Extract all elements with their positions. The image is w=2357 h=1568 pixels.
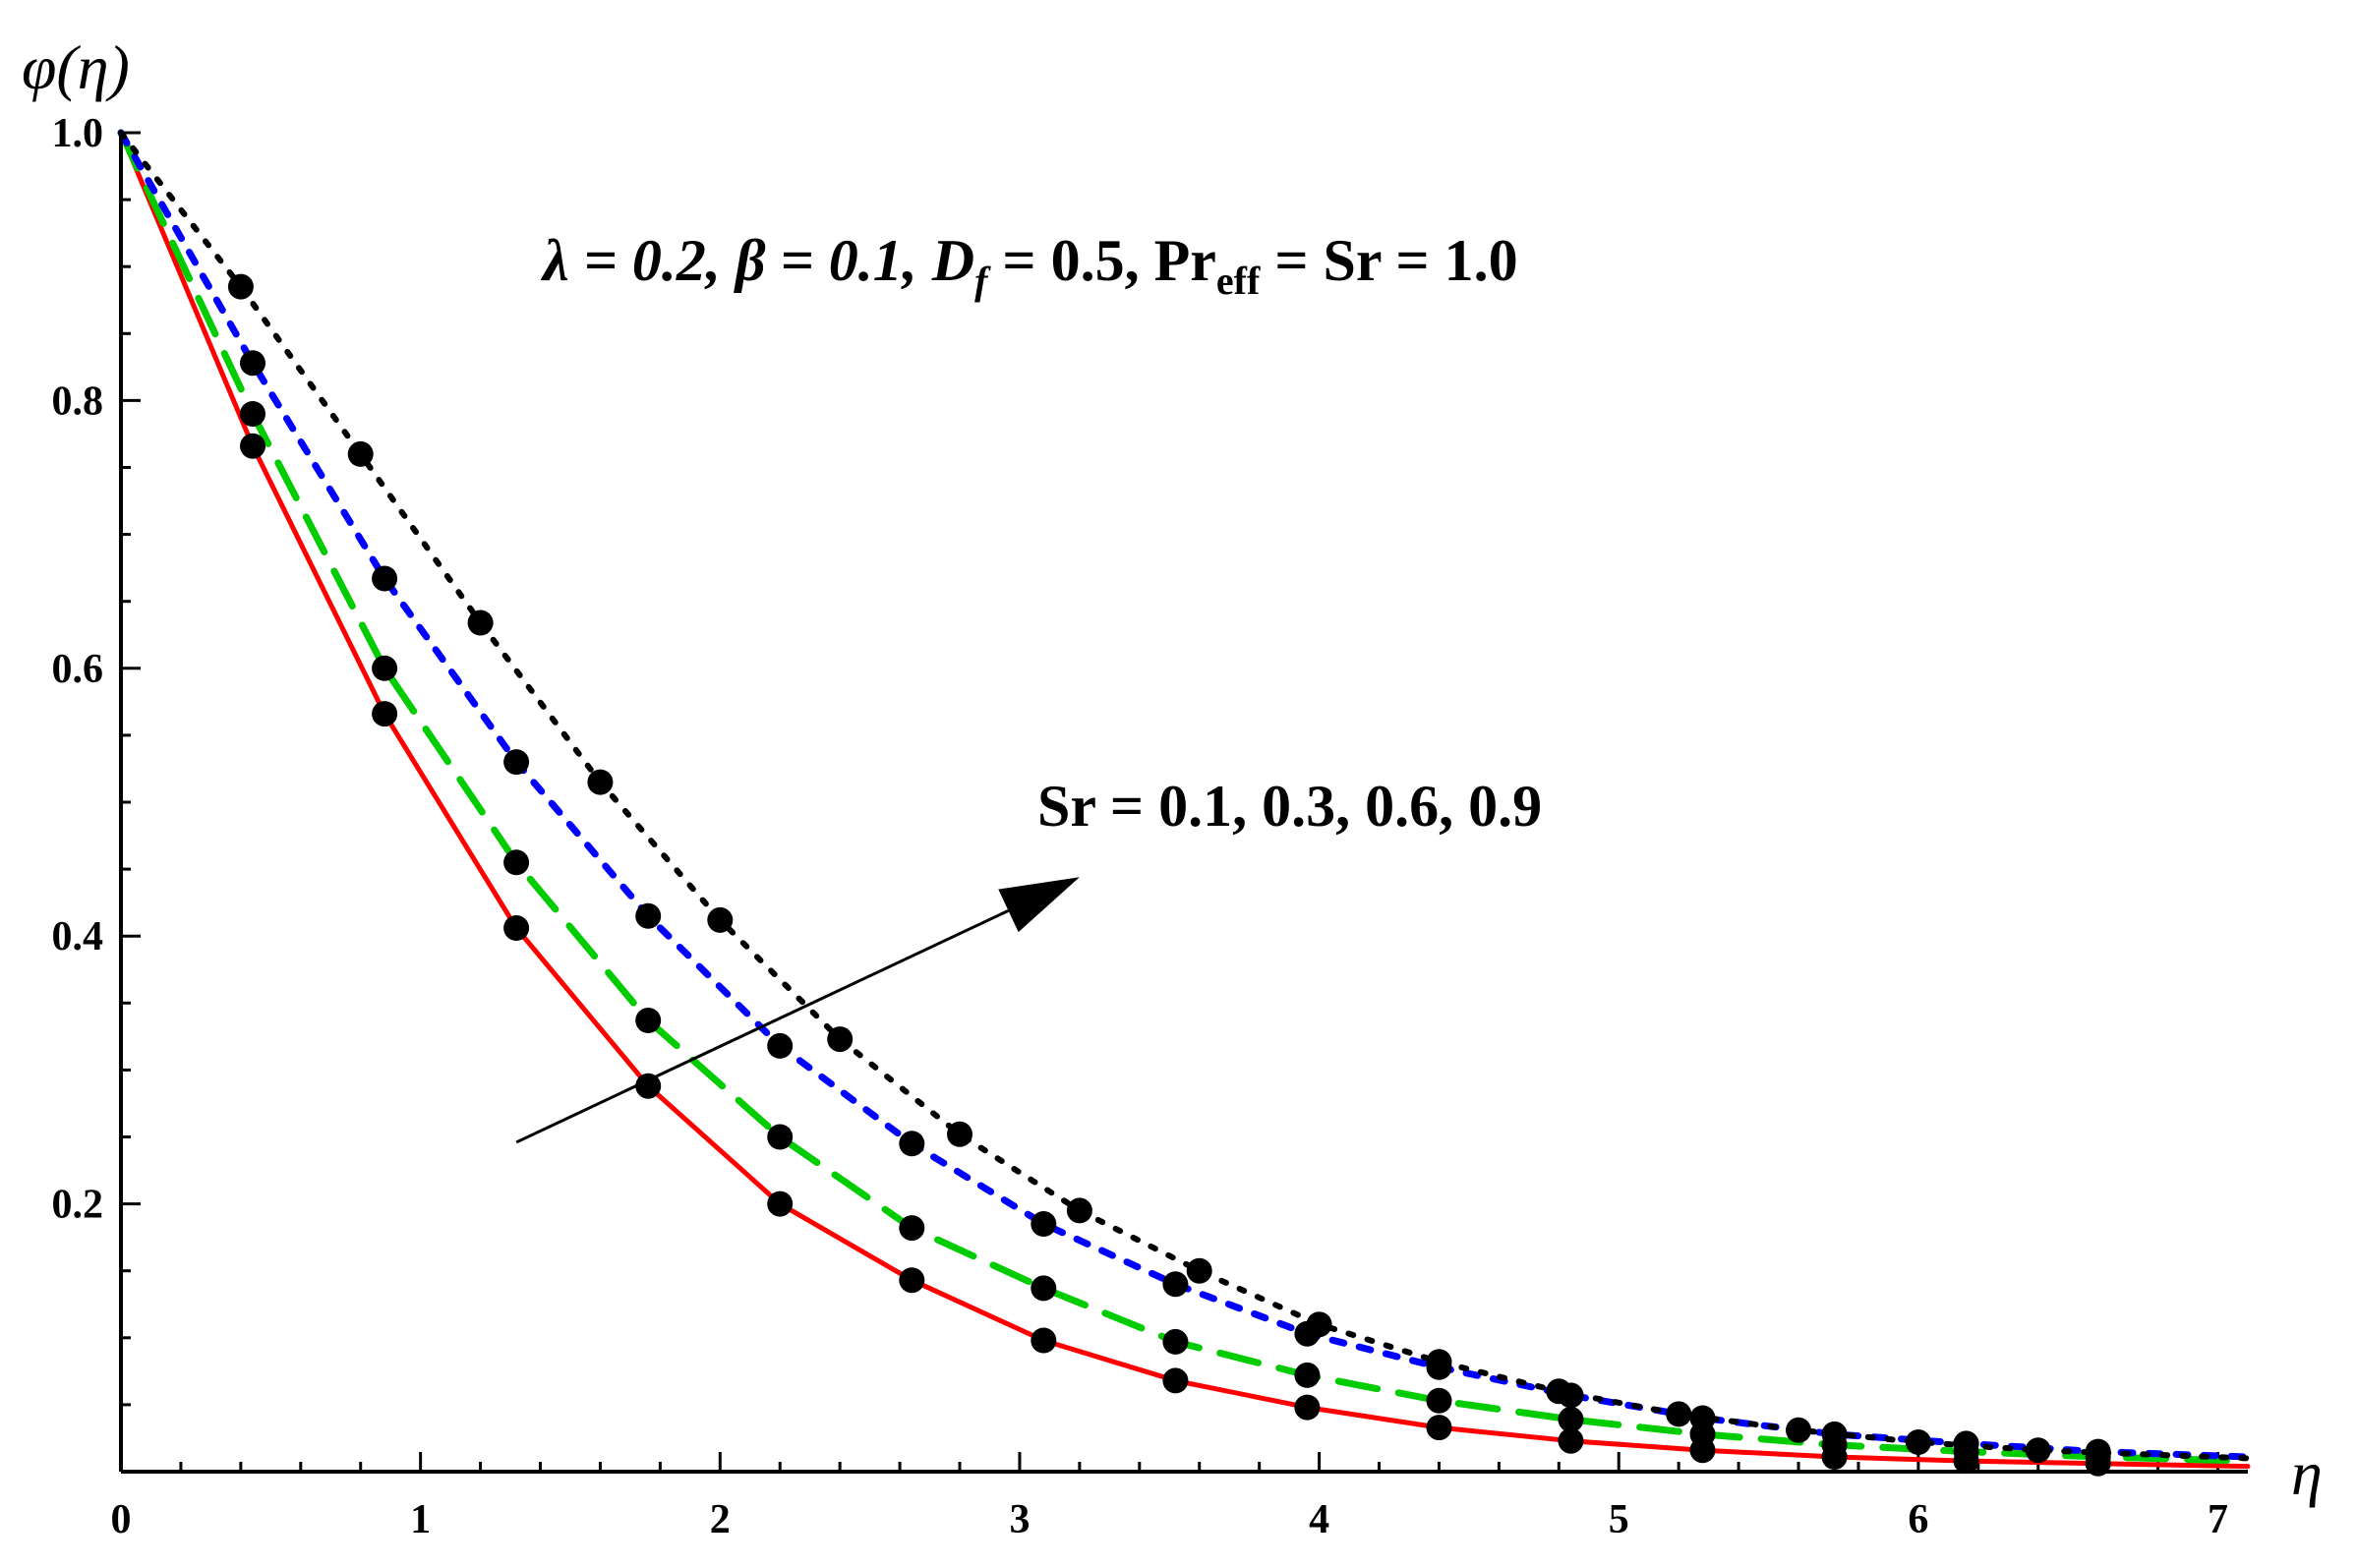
param-df-symbol: D	[931, 228, 974, 293]
arrow-head	[998, 877, 1080, 933]
data-point-s1	[899, 1267, 925, 1294]
data-point-s4	[2025, 1437, 2051, 1464]
arrow-shaft	[515, 908, 1010, 1144]
data-point-s1	[1031, 1327, 1057, 1354]
x-tick-label: 0	[111, 1497, 132, 1542]
parameters-annotation: λ = 0.2, β = 0.1, Df = 0.5, Preff = Sr =…	[540, 228, 1518, 303]
axes	[119, 133, 2248, 1474]
data-point-s2	[503, 849, 530, 876]
data-point-s4	[1786, 1417, 1811, 1443]
data-point-s4	[1066, 1197, 1092, 1224]
y-axis-title: φ(η)	[22, 32, 130, 102]
data-point-s3	[1689, 1405, 1716, 1431]
data-point-s3	[635, 902, 662, 929]
data-point-s3	[899, 1131, 925, 1157]
arrow-annotation: Sr = 0.1, 0.3, 0.6, 0.9	[1037, 774, 1542, 839]
data-point-s2	[240, 401, 265, 427]
data-point-s1	[767, 1191, 794, 1217]
data-point-s4	[1306, 1311, 1332, 1338]
data-point-s2	[1162, 1328, 1189, 1355]
x-tick-label: 7	[2208, 1497, 2228, 1542]
param-lambda: λ = 0.2,	[540, 228, 736, 293]
data-point-s3	[767, 1032, 794, 1059]
data-point-s4	[827, 1026, 854, 1053]
x-tick-label: 4	[1309, 1497, 1329, 1542]
data-point-s4	[947, 1121, 972, 1147]
series-line-4	[118, 130, 2251, 1462]
data-point-s1	[1294, 1394, 1321, 1421]
param-pr-sub: eff	[1216, 259, 1261, 303]
marker-group	[227, 273, 2111, 1477]
data-point-s4	[347, 440, 374, 467]
data-point-s2	[1558, 1406, 1584, 1432]
data-point-s2	[767, 1124, 794, 1150]
tick-labels: 0 1 2 3 4 5 6 7 0.2 0.4 0.6 0.8 1.0	[52, 111, 2229, 1542]
y-tick-label: 0.6	[52, 647, 104, 692]
x-tick-label: 1	[410, 1497, 431, 1542]
y-tick-label: 0.2	[52, 1183, 104, 1228]
data-point-s4	[227, 273, 254, 300]
data-point-s1	[240, 433, 265, 459]
param-beta: β = 0.1,	[734, 228, 932, 293]
data-point-s4	[1426, 1349, 1452, 1375]
param-df-sub: f	[974, 259, 991, 303]
data-point-s2	[1426, 1387, 1452, 1414]
x-tick-label: 2	[710, 1497, 731, 1542]
data-point-s4	[707, 906, 734, 933]
data-point-s4	[587, 769, 614, 795]
data-point-s2	[899, 1215, 925, 1242]
y-tick-label: 0.4	[52, 914, 104, 959]
data-point-s3	[1162, 1271, 1189, 1298]
x-tick-label: 6	[1908, 1497, 1928, 1542]
data-point-s3	[1031, 1211, 1057, 1237]
x-tick-label: 5	[1609, 1497, 1629, 1542]
data-point-s3	[240, 350, 265, 377]
data-point-s3	[1953, 1430, 1979, 1457]
param-rest: = Sr = 1.0	[1260, 228, 1517, 293]
data-point-s1	[503, 915, 530, 941]
param-pr-symbol: Pr	[1154, 228, 1216, 293]
data-point-s3	[2085, 1438, 2111, 1465]
data-point-s2	[372, 655, 398, 681]
data-point-s3	[372, 565, 398, 592]
x-axis-title: η	[2291, 1438, 2323, 1508]
data-point-s2	[1031, 1275, 1057, 1302]
data-point-s3	[503, 749, 530, 776]
data-point-s4	[1905, 1429, 1931, 1455]
data-point-s1	[1558, 1427, 1584, 1454]
x-tick-label: 3	[1009, 1497, 1030, 1542]
data-point-s4	[1666, 1401, 1692, 1427]
trend-arrow	[515, 877, 1080, 1144]
y-tick-label: 0.8	[52, 378, 104, 424]
data-point-s3	[1821, 1421, 1848, 1447]
data-point-s4	[467, 610, 494, 636]
data-point-s2	[1294, 1362, 1321, 1388]
data-point-s4	[1546, 1378, 1572, 1405]
data-point-s1	[372, 701, 398, 727]
data-point-s1	[1426, 1415, 1452, 1441]
data-point-s2	[635, 1008, 662, 1033]
data-point-s1	[635, 1073, 662, 1099]
y-tick-label: 1.0	[52, 111, 104, 156]
data-point-s4	[1186, 1257, 1212, 1284]
data-point-s1	[1162, 1367, 1189, 1394]
param-df-value: = 0.5,	[987, 228, 1153, 293]
